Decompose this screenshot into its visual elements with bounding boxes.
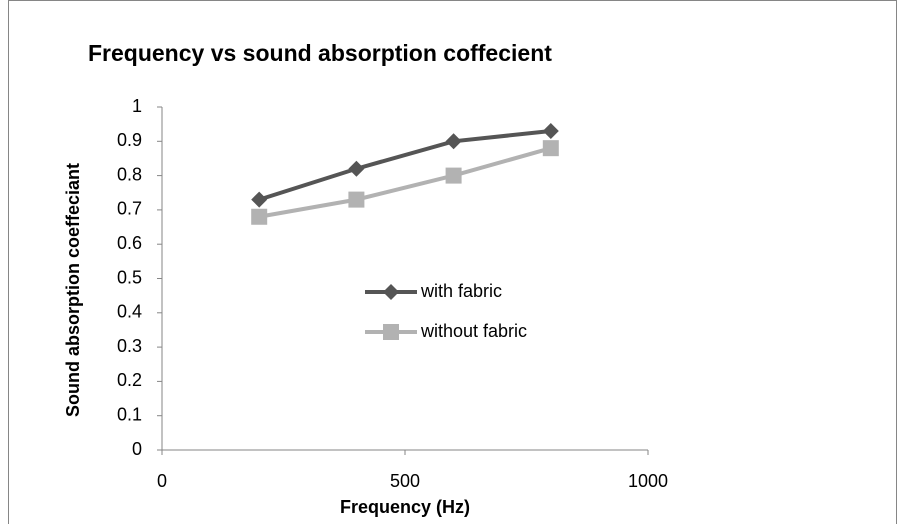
- y-tick-label: 1: [132, 96, 142, 116]
- y-tick-label: 0.7: [117, 199, 142, 219]
- y-tick-label: 0: [132, 439, 142, 459]
- x-tick-label: 500: [390, 471, 420, 491]
- y-tick-label: 0.9: [117, 130, 142, 150]
- y-tick-label: 0.2: [117, 370, 142, 390]
- legend-marker: [383, 324, 399, 340]
- y-tick-label: 0.3: [117, 336, 142, 356]
- y-tick-label: 0.5: [117, 267, 142, 287]
- x-axis-title: Frequency (Hz): [340, 497, 470, 517]
- series-line: [258, 129, 552, 202]
- chart-title: Frequency vs sound absorption coffecient: [88, 40, 552, 66]
- legend-label: without fabric: [420, 321, 527, 341]
- legend-marker: [383, 284, 399, 300]
- data-point: [348, 191, 365, 208]
- data-point: [445, 167, 462, 184]
- data-point: [542, 123, 559, 140]
- y-axis-title: Sound absorption coeffeciant: [63, 163, 83, 417]
- y-tick-label: 0.8: [117, 164, 142, 184]
- series-line: [258, 146, 552, 219]
- data-point: [445, 133, 462, 150]
- chart-frame: [8, 0, 897, 524]
- data-point: [348, 160, 365, 177]
- y-tick-label: 0.6: [117, 233, 142, 253]
- data-point: [542, 140, 559, 157]
- data-point: [251, 191, 268, 208]
- x-tick-label: 1000: [628, 471, 668, 491]
- y-tick-label: 0.1: [117, 404, 142, 424]
- y-tick-label: 0.4: [117, 302, 142, 322]
- legend-label: with fabric: [420, 281, 502, 301]
- x-tick-label: 0: [157, 471, 167, 491]
- data-point: [251, 208, 268, 225]
